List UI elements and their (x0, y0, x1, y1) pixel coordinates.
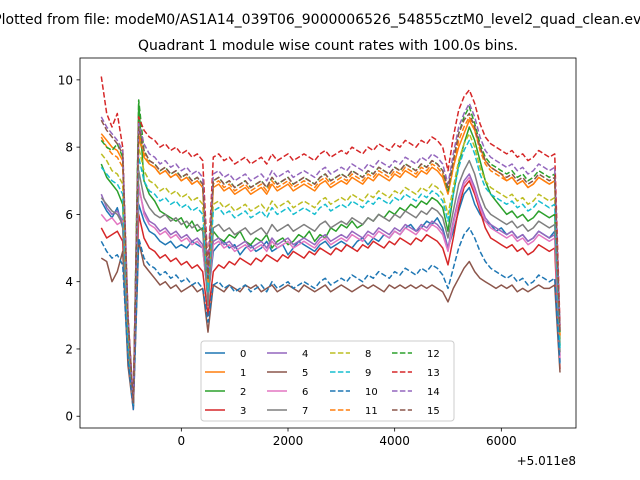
series-line-13 (100, 76, 561, 404)
x-tick-label: 2000 (273, 434, 304, 448)
series-line-11 (100, 116, 561, 404)
y-tick-label: 10 (58, 73, 73, 87)
legend-label-7: 7 (302, 406, 308, 417)
series-line-6 (100, 176, 561, 411)
x-tick-label: 0 (178, 434, 186, 448)
series-line-10 (100, 227, 561, 411)
x-axis-offset-label: +5.011e8 (517, 454, 576, 468)
legend-label-4: 4 (302, 349, 308, 360)
legend-label-12: 12 (427, 349, 440, 360)
series-line-14 (100, 102, 561, 404)
legend-label-11: 11 (365, 406, 378, 417)
series-layer (100, 76, 561, 411)
legend-label-6: 6 (302, 387, 308, 398)
legend-label-5: 5 (302, 368, 308, 379)
legend-label-2: 2 (240, 387, 246, 398)
series-line-8 (100, 132, 561, 407)
series-line-4 (100, 173, 561, 407)
legend-label-10: 10 (365, 387, 378, 398)
legend-label-0: 0 (240, 349, 246, 360)
series-line-9 (100, 139, 561, 407)
series-line-5 (100, 240, 561, 411)
plot-area-frame (79, 57, 577, 429)
y-axis: 0 2 4 6 8 10 (58, 73, 80, 424)
x-tick-label: 6000 (486, 434, 517, 448)
y-tick-label: 4 (65, 275, 73, 289)
y-tick-label: 8 (65, 141, 73, 155)
chart-title: Quadrant 1 module wise count rates with … (138, 38, 518, 54)
series-line-15 (100, 112, 561, 404)
series-line-3 (100, 180, 561, 407)
legend-label-8: 8 (365, 349, 371, 360)
legend-label-9: 9 (365, 368, 371, 379)
x-tick-label: 4000 (379, 434, 410, 448)
y-tick-label: 2 (65, 342, 73, 356)
legend-label-1: 1 (240, 368, 246, 379)
legend-frame (200, 340, 455, 422)
legend-label-13: 13 (427, 368, 440, 379)
legend-label-14: 14 (427, 387, 440, 398)
series-line-0 (100, 186, 561, 407)
legend-label-3: 3 (240, 406, 246, 417)
legend-label-15: 15 (427, 406, 440, 417)
series-line-7 (100, 159, 561, 407)
figure-suptitle: Plotted from file: modeM0/AS1A14_039T06_… (0, 12, 640, 28)
y-tick-label: 6 (65, 208, 73, 222)
x-axis: 0 2000 4000 6000 (178, 428, 517, 448)
y-tick-label: 0 (65, 410, 73, 424)
